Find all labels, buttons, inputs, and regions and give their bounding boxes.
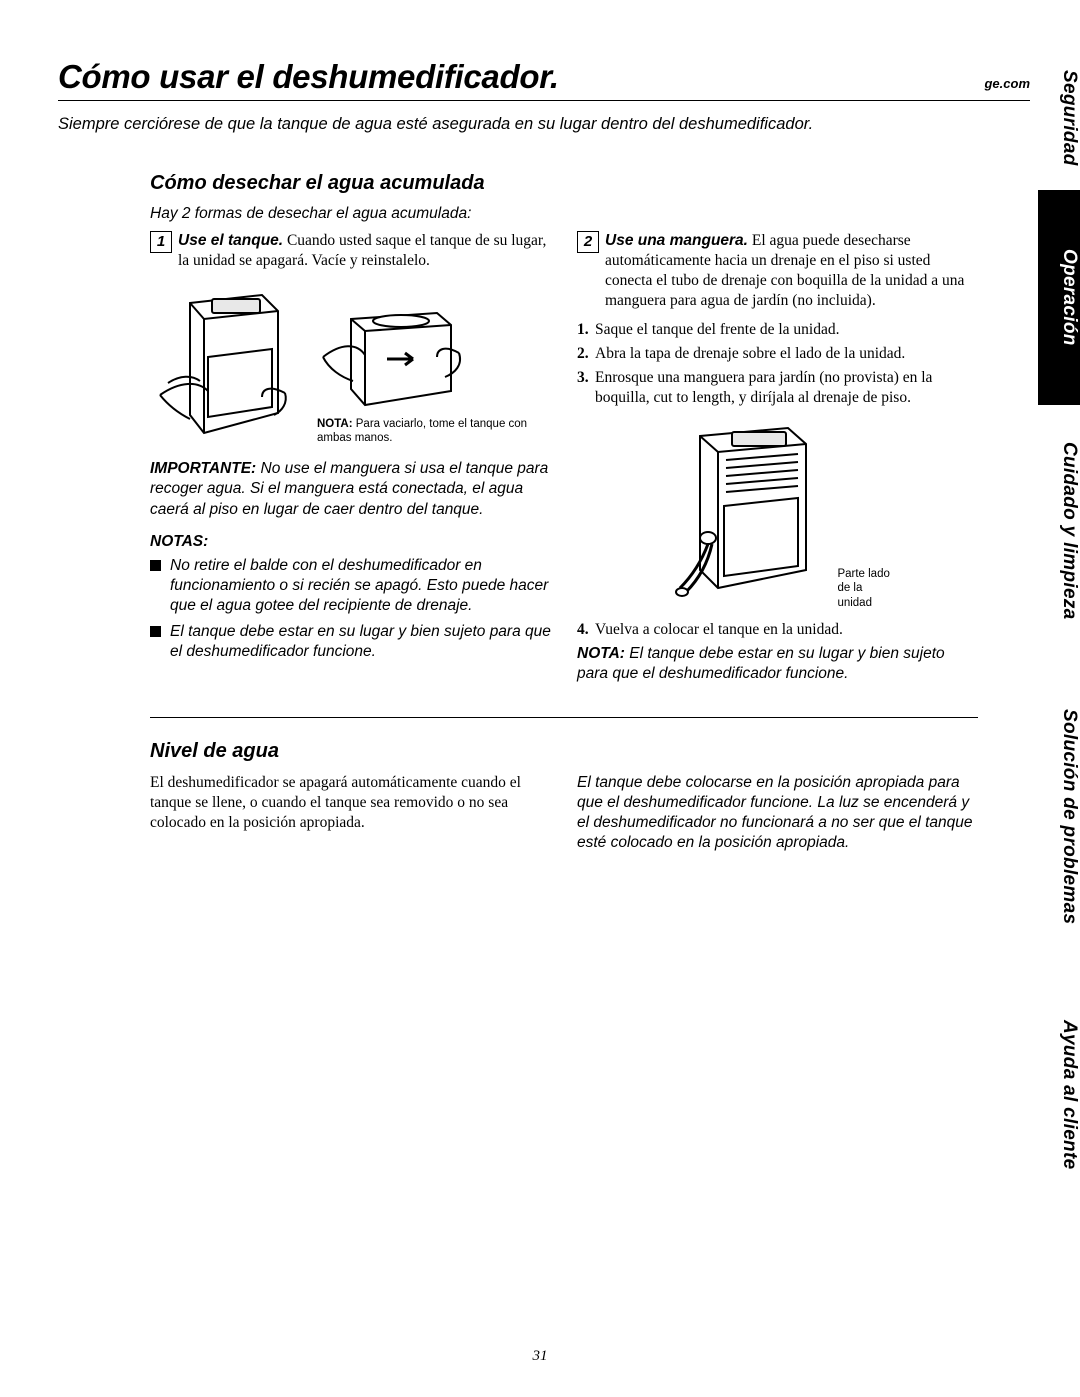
page: Seguridad Operación Cuidado y limpieza S… xyxy=(0,0,1080,1397)
page-title: Cómo usar el deshumedificador. xyxy=(58,58,559,96)
importante-lead: IMPORTANTE: xyxy=(150,460,256,477)
numbox-1: 1 xyxy=(150,231,172,253)
step-1-text: Use el tanque. Cuando usted saque el tan… xyxy=(178,231,551,271)
tab-solucion[interactable]: Solución de problemas xyxy=(1038,657,1080,977)
nota-1: No retire el balde con el deshumedificad… xyxy=(150,556,551,616)
right-steps-list: 1.Saque el tanque del frente de la unida… xyxy=(577,320,978,409)
illustration-tank-remove: NOTA: Para vaciarlo, tome el tanque con … xyxy=(317,299,551,446)
illustration-unit-front xyxy=(150,285,305,445)
section1-heading: Cómo desechar el agua acumulada xyxy=(150,172,978,195)
header: Cómo usar el deshumedificador. ge.com xyxy=(58,58,1030,101)
section1-left: 1 Use el tanque. Cuando usted saque el t… xyxy=(150,231,551,685)
step-2-lead: Use una manguera. xyxy=(605,232,748,249)
importante-block: IMPORTANTE: No use el manguera si usa el… xyxy=(150,459,551,519)
header-url: ge.com xyxy=(984,76,1030,91)
section2-left: El deshumedificador se apagará automátic… xyxy=(150,773,551,854)
right-step-4-num: 4. xyxy=(577,620,589,640)
tab-cuidado[interactable]: Cuidado y limpieza xyxy=(1038,405,1080,657)
tab-ayuda[interactable]: Ayuda al cliente xyxy=(1038,977,1080,1212)
right-step-2-text: Abra la tapa de drenaje sobre el lado de… xyxy=(595,345,905,362)
tab-seguridad[interactable]: Seguridad xyxy=(1038,45,1080,190)
notas-list: No retire el balde con el deshumedificad… xyxy=(150,556,551,663)
section-divider xyxy=(150,717,978,718)
page-subtitle: Siempre cerciórese de que la tanque de a… xyxy=(58,115,1030,134)
step-1-lead: Use el tanque. xyxy=(178,232,283,249)
right-note: NOTA: El tanque debe estar en su lugar y… xyxy=(577,644,978,684)
notas-heading: NOTAS: xyxy=(150,532,551,552)
section2-heading: Nivel de agua xyxy=(150,740,978,763)
illustration-unit-side: Parte lado de la unidad xyxy=(577,420,978,610)
right-step-4-text: Vuelva a colocar el tanque en la unidad. xyxy=(595,621,843,638)
illustration-caption-1: NOTA: Para vaciarlo, tome el tanque con … xyxy=(317,417,551,446)
right-note-lead: NOTA: xyxy=(577,645,625,662)
side-tabs: Seguridad Operación Cuidado y limpieza S… xyxy=(1038,45,1080,1355)
illus2-caption-text: Parte lado de la unidad xyxy=(837,567,897,610)
section1-columns: 1 Use el tanque. Cuando usted saque el t… xyxy=(150,231,978,685)
step-1: 1 Use el tanque. Cuando usted saque el t… xyxy=(150,231,551,271)
numbox-2: 2 xyxy=(577,231,599,253)
main-content: Cómo desechar el agua acumulada Hay 2 fo… xyxy=(58,172,978,853)
right-step-3: 3.Enrosque una manguera para jardín (no … xyxy=(577,368,978,408)
right-step-1: 1.Saque el tanque del frente de la unida… xyxy=(577,320,978,340)
step-2: 2 Use una manguera. El agua puede desech… xyxy=(577,231,978,312)
right-step-3-text: Enrosque una manguera para jardín (no pr… xyxy=(595,369,932,406)
right-step-2: 2.Abra la tapa de drenaje sobre el lado … xyxy=(577,344,978,364)
right-step-4: 4. Vuelva a colocar el tanque en la unida… xyxy=(577,620,978,640)
caption-lead: NOTA: xyxy=(317,418,353,430)
right-step-1-text: Saque el tanque del frente de la unidad. xyxy=(595,321,839,338)
section1-right: 2 Use una manguera. El agua puede desech… xyxy=(577,231,978,685)
section1-intro: Hay 2 formas de desechar el agua acumula… xyxy=(150,205,978,223)
page-number: 31 xyxy=(0,1348,1080,1365)
section2-columns: El deshumedificador se apagará automátic… xyxy=(150,773,978,854)
illustration-row-1: NOTA: Para vaciarlo, tome el tanque con … xyxy=(150,285,551,445)
illustration-caption-2: Parte lado de la unidad xyxy=(837,567,897,610)
right-step-4-list: 4. Vuelva a colocar el tanque en la unida… xyxy=(577,620,978,640)
step-2-text: Use una manguera. El agua puede desechar… xyxy=(605,231,978,312)
section2-right: El tanque debe colocarse en la posición … xyxy=(577,773,978,854)
right-note-rest: El tanque debe estar en su lugar y bien … xyxy=(577,645,945,682)
tab-operacion[interactable]: Operación xyxy=(1038,190,1080,405)
nota-2: El tanque debe estar en su lugar y bien … xyxy=(150,622,551,662)
